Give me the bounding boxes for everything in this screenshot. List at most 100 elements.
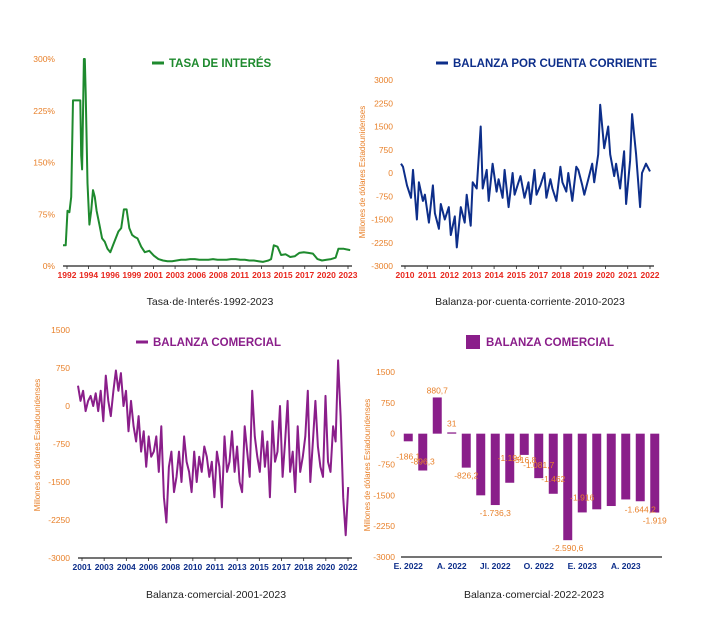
x-tick-label: 2011 — [231, 270, 250, 280]
x-tick-label: 2023 — [339, 270, 358, 280]
x-tick-label: A. 2022 — [437, 561, 467, 571]
bar — [461, 433, 471, 468]
y-tick-label: 3000 — [374, 75, 393, 85]
chart-title-interest: TASA DE INTERÉS — [169, 57, 272, 70]
x-tick-label: 2019 — [574, 270, 593, 280]
bar — [635, 433, 645, 502]
y-tick-label: -3000 — [48, 553, 70, 563]
y-tick-label: 75% — [38, 209, 55, 219]
x-tick-label: 2014 — [485, 270, 504, 280]
bar-data-label: -1.736,3 — [480, 508, 511, 518]
y-tick-label: -750 — [376, 191, 393, 201]
series-line — [400, 103, 651, 249]
y-tick-label: -750 — [378, 460, 395, 470]
x-tick-label: 2021 — [618, 270, 637, 280]
chart-current-account: BALANZA POR CUENTA CORRIENTE Millones de… — [358, 58, 660, 308]
x-tick-label: 2001 — [73, 562, 92, 572]
y-axis-label-current-account: Millones de dólares Estadounidenses — [358, 106, 367, 239]
x-tick-label: 1999 — [122, 270, 141, 280]
bar — [447, 432, 457, 434]
bar — [476, 433, 486, 496]
chart-title-current-account: BALANZA POR CUENTA CORRIENTE — [453, 58, 657, 70]
x-tick-label: 2017 — [272, 562, 291, 572]
x-tick-label: 2003 — [166, 270, 185, 280]
bar — [490, 433, 500, 506]
x-tick-label: 2022 — [641, 270, 660, 280]
bar-data-label: -826,2 — [454, 471, 478, 481]
bar — [577, 433, 587, 513]
bar — [432, 397, 442, 434]
x-tick-label: 2022 — [339, 562, 358, 572]
y-tick-label: -750 — [53, 439, 70, 449]
x-tick-label: 2011 — [418, 270, 437, 280]
bar-data-label: -2.590,6 — [552, 543, 583, 553]
bar-data-label: -1.644,2 — [625, 504, 656, 514]
bar-data-label: -1.081,7 — [523, 460, 554, 470]
bar-data-label: -1.462 — [541, 474, 565, 484]
y-tick-label: 1500 — [376, 367, 395, 377]
chart-title-trade-balance-bars: BALANZA COMERCIAL — [486, 337, 614, 349]
y-tick-label: 0 — [390, 429, 395, 439]
chart-trade-balance-bars: BALANZA COMERCIAL Millones de dólares Es… — [363, 335, 667, 601]
x-tick-label: 2013 — [462, 270, 481, 280]
y-axis-label-trade-balance: Millones de dólares Estadounidenses — [33, 379, 42, 512]
x-tick-label: 2006 — [187, 270, 206, 280]
y-tick-label: 1500 — [51, 325, 70, 335]
y-tick-label: 750 — [381, 398, 395, 408]
series-line — [77, 359, 350, 537]
bar-data-label: -896,3 — [411, 457, 435, 467]
bar — [418, 433, 428, 471]
y-tick-label: -2250 — [371, 238, 393, 248]
x-tick-label: 2010 — [396, 270, 415, 280]
x-tick-label: 2020 — [316, 562, 335, 572]
chart-interest-rate: TASA DE INTERÉS Tasa·de·Interés·1992-202… — [33, 54, 357, 308]
y-tick-label: -1500 — [48, 477, 70, 487]
x-tick-label: 2008 — [161, 562, 180, 572]
y-tick-label: 750 — [379, 145, 393, 155]
y-tick-label: 0 — [388, 168, 393, 178]
y-tick-label: -1500 — [373, 490, 395, 500]
bar — [548, 433, 558, 494]
x-tick-label: 2010 — [183, 562, 202, 572]
x-tick-label: 1994 — [79, 270, 98, 280]
bar-data-label: -1.916 — [570, 492, 594, 502]
x-tick-label: 2015 — [250, 562, 269, 572]
bar — [592, 433, 602, 510]
x-tick-label: 2008 — [209, 270, 228, 280]
x-tick-label: 2012 — [440, 270, 459, 280]
x-tick-label: 2013 — [252, 270, 271, 280]
x-tick-label: 2017 — [295, 270, 314, 280]
chart-trade-balance-line: BALANZA COMERCIAL Millones de dólares Es… — [33, 325, 358, 601]
x-tick-label: 2001 — [144, 270, 163, 280]
x-tick-label: 2006 — [139, 562, 158, 572]
x-tick-label: Jl. 2022 — [480, 561, 511, 571]
y-tick-label: 750 — [56, 363, 70, 373]
y-tick-label: -1500 — [371, 215, 393, 225]
bar-data-label: -1.919 — [643, 516, 667, 526]
y-tick-label: 0% — [43, 261, 56, 271]
y-tick-label: 150% — [33, 158, 55, 168]
chart-caption-trade-balance-bars: Balanza·comercial·2022-2023 — [464, 589, 604, 601]
y-tick-label: 300% — [33, 54, 55, 64]
x-tick-label: 2013 — [228, 562, 247, 572]
x-tick-label: 1992 — [58, 270, 77, 280]
chart-title-trade-balance: BALANZA COMERCIAL — [153, 337, 281, 349]
x-tick-label: 2018 — [294, 562, 313, 572]
x-tick-label: 2017 — [529, 270, 548, 280]
x-tick-label: 2020 — [317, 270, 336, 280]
bar — [621, 433, 631, 500]
y-tick-label: 225% — [33, 106, 55, 116]
bar — [519, 433, 529, 455]
bar — [606, 433, 616, 507]
bar-data-label: -516,8 — [512, 455, 536, 465]
x-tick-label: O. 2022 — [524, 561, 555, 571]
bar-data-label: -1.194 — [498, 453, 522, 463]
y-axis-label-trade-balance-bars: Millones de dólares Estadounidenses — [363, 399, 372, 532]
bar — [505, 433, 515, 483]
y-tick-label: 2250 — [374, 98, 393, 108]
bar-data-label: -186,1 — [396, 451, 420, 461]
chart-caption-interest: Tasa·de·Interés·1992-2023 — [147, 296, 274, 308]
series-line — [63, 58, 351, 263]
legend-box-trade-balance-bars — [466, 335, 480, 349]
